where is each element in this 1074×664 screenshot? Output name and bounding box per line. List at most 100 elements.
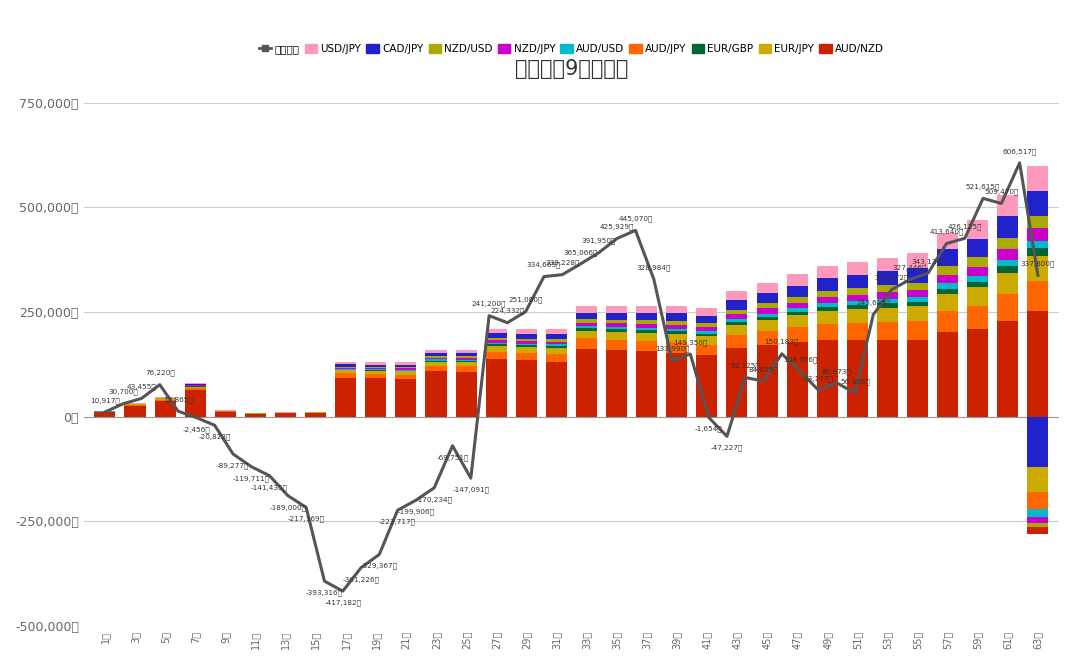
Bar — [786, 342, 808, 416]
Bar — [696, 323, 717, 327]
Bar — [816, 307, 838, 311]
Bar — [846, 295, 868, 301]
Bar — [335, 373, 357, 378]
Text: -47,227円: -47,227円 — [711, 445, 743, 452]
Bar — [726, 348, 748, 416]
Text: -223,717円: -223,717円 — [379, 519, 416, 525]
Bar — [1028, 281, 1048, 311]
Bar — [576, 331, 597, 339]
Bar — [756, 317, 778, 320]
Text: -417,182円: -417,182円 — [324, 600, 361, 606]
Text: 56,308円: 56,308円 — [840, 378, 870, 384]
Bar — [816, 278, 838, 291]
Bar — [696, 334, 717, 336]
Bar — [546, 329, 567, 334]
Bar — [546, 346, 567, 348]
Text: 93,325円: 93,325円 — [730, 363, 760, 369]
Bar — [425, 366, 447, 371]
Bar — [756, 313, 778, 317]
Bar — [846, 288, 868, 295]
Bar — [425, 356, 447, 358]
Text: 365,066円: 365,066円 — [564, 249, 598, 256]
Bar — [756, 308, 778, 313]
Text: 425,929円: 425,929円 — [600, 224, 635, 230]
Bar — [636, 313, 657, 321]
Bar — [606, 331, 627, 340]
Bar — [95, 412, 116, 416]
Bar — [938, 266, 958, 275]
Bar — [696, 327, 717, 331]
Bar — [1028, 311, 1048, 416]
Text: 80,673円: 80,673円 — [822, 368, 852, 374]
Bar — [576, 323, 597, 326]
Bar — [455, 357, 477, 358]
Bar — [876, 303, 898, 307]
Bar — [846, 301, 868, 305]
Bar — [245, 414, 266, 416]
Bar — [425, 361, 447, 362]
Bar — [425, 362, 447, 366]
Bar — [1028, 191, 1048, 216]
Bar — [726, 291, 748, 300]
Text: -329,367円: -329,367円 — [361, 562, 397, 569]
Bar — [636, 321, 657, 324]
Bar — [576, 305, 597, 313]
Text: -69,751円: -69,751円 — [436, 454, 468, 461]
Bar — [395, 367, 417, 369]
Bar — [576, 339, 597, 349]
Text: 12,865円: 12,865円 — [163, 396, 193, 403]
Bar — [516, 345, 537, 347]
Bar — [968, 306, 988, 329]
Bar — [365, 367, 387, 368]
Bar — [908, 254, 928, 268]
Bar — [786, 311, 808, 315]
Bar — [455, 367, 477, 372]
Bar — [1028, 241, 1048, 248]
Bar — [846, 262, 868, 275]
Bar — [816, 266, 838, 278]
Bar — [666, 325, 687, 329]
Bar — [335, 371, 357, 373]
Bar — [696, 315, 717, 323]
Text: 339,228円: 339,228円 — [546, 260, 580, 266]
Bar — [335, 369, 357, 370]
Bar — [125, 405, 146, 406]
Bar — [726, 309, 748, 314]
Bar — [666, 333, 687, 342]
Text: 30,700円: 30,700円 — [108, 389, 139, 395]
Bar — [606, 323, 627, 327]
Bar — [185, 388, 206, 390]
Bar — [876, 292, 898, 299]
Text: 445,070円: 445,070円 — [619, 215, 653, 222]
Bar — [726, 335, 748, 348]
Bar — [816, 297, 838, 303]
Bar — [908, 340, 928, 416]
Bar — [1028, 509, 1048, 517]
Bar — [185, 383, 206, 384]
Text: 243,635円: 243,635円 — [856, 299, 890, 306]
Bar — [968, 238, 988, 257]
Bar — [606, 329, 627, 331]
Bar — [666, 329, 687, 331]
Text: 509,470円: 509,470円 — [984, 189, 1018, 195]
Bar — [335, 370, 357, 371]
Bar — [546, 334, 567, 339]
Bar — [606, 320, 627, 323]
Bar — [696, 336, 717, 345]
Bar — [455, 358, 477, 360]
Text: 150,183円: 150,183円 — [765, 339, 799, 345]
Bar — [666, 313, 687, 321]
Bar — [816, 291, 838, 297]
Text: 10,917円: 10,917円 — [90, 397, 120, 404]
Text: -170,234円: -170,234円 — [416, 496, 453, 503]
Text: -361,226円: -361,226円 — [343, 576, 379, 582]
Bar — [485, 345, 507, 346]
Text: 224,332円: 224,332円 — [490, 308, 524, 314]
Bar — [938, 250, 958, 266]
Bar — [455, 372, 477, 416]
Bar — [155, 399, 176, 400]
Bar — [1028, 228, 1048, 241]
Bar — [636, 351, 657, 416]
Bar — [968, 257, 988, 266]
Bar — [876, 339, 898, 416]
